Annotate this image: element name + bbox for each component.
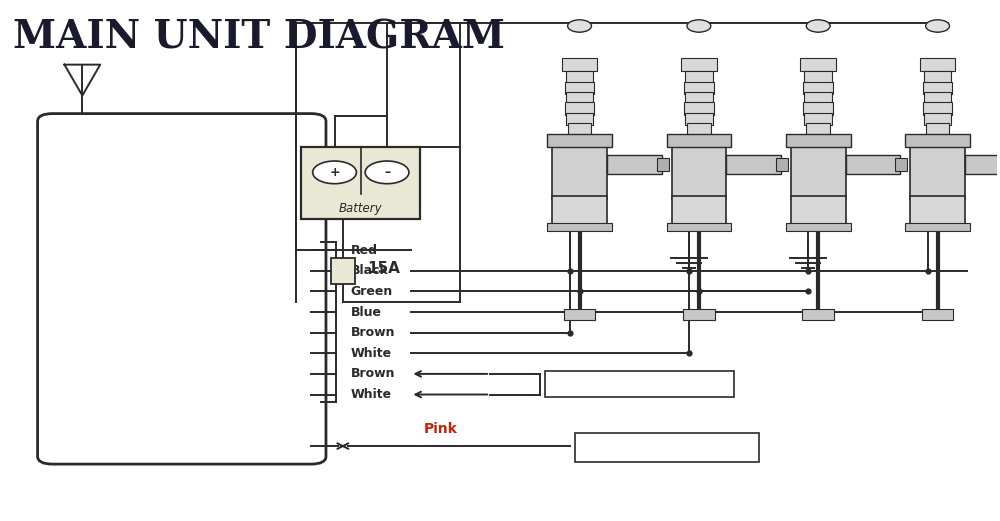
Bar bbox=[552, 196, 607, 230]
Bar bbox=[922, 309, 953, 320]
Text: Black: Black bbox=[351, 264, 389, 277]
Text: –: – bbox=[384, 166, 390, 179]
Bar bbox=[566, 92, 593, 104]
Bar bbox=[683, 309, 715, 320]
Bar bbox=[562, 58, 597, 71]
Bar bbox=[657, 158, 669, 171]
Bar bbox=[965, 155, 1000, 174]
Bar bbox=[545, 371, 734, 397]
Bar bbox=[301, 147, 420, 219]
Bar bbox=[920, 58, 955, 71]
Bar bbox=[685, 92, 713, 104]
Circle shape bbox=[365, 161, 409, 184]
Bar bbox=[791, 196, 846, 230]
Bar bbox=[565, 102, 594, 115]
Circle shape bbox=[687, 20, 711, 32]
Bar bbox=[685, 71, 713, 84]
Text: Battery: Battery bbox=[339, 202, 383, 215]
Bar bbox=[667, 223, 731, 231]
Bar bbox=[776, 158, 788, 171]
Circle shape bbox=[926, 20, 949, 32]
Bar bbox=[672, 196, 726, 230]
Text: Brown: Brown bbox=[351, 367, 395, 380]
Bar bbox=[905, 134, 970, 147]
Bar bbox=[331, 258, 355, 284]
Bar bbox=[667, 134, 731, 147]
Bar bbox=[547, 134, 612, 147]
Bar bbox=[607, 155, 662, 174]
Bar bbox=[804, 113, 832, 125]
Bar bbox=[726, 155, 781, 174]
Text: Blue: Blue bbox=[351, 305, 382, 318]
Circle shape bbox=[806, 20, 830, 32]
Bar bbox=[547, 223, 612, 231]
Text: Green: Green bbox=[351, 285, 393, 298]
Bar bbox=[923, 102, 952, 115]
Circle shape bbox=[568, 20, 591, 32]
Bar bbox=[924, 113, 951, 125]
Text: Red: Red bbox=[351, 244, 378, 257]
Bar bbox=[910, 137, 965, 199]
Bar bbox=[687, 123, 711, 135]
Bar bbox=[566, 71, 593, 84]
FancyBboxPatch shape bbox=[38, 114, 326, 464]
Bar bbox=[924, 92, 951, 104]
Bar bbox=[684, 82, 714, 94]
Bar bbox=[575, 433, 759, 462]
Bar bbox=[804, 92, 832, 104]
Bar bbox=[806, 123, 830, 135]
Bar bbox=[685, 113, 713, 125]
Bar bbox=[804, 71, 832, 84]
Bar bbox=[568, 123, 591, 135]
Bar bbox=[565, 82, 594, 94]
Text: White: White bbox=[351, 388, 392, 401]
Text: White: White bbox=[351, 347, 392, 360]
Circle shape bbox=[313, 161, 356, 184]
Bar bbox=[803, 82, 833, 94]
Bar bbox=[910, 196, 965, 230]
Text: 15A: 15A bbox=[368, 260, 401, 276]
Bar bbox=[786, 223, 851, 231]
Bar bbox=[672, 137, 726, 199]
Bar bbox=[905, 223, 970, 231]
Bar bbox=[803, 102, 833, 115]
Bar bbox=[800, 58, 836, 71]
Bar bbox=[802, 309, 834, 320]
Text: Trunk output (+)10A: Trunk output (+)10A bbox=[606, 439, 727, 452]
Bar bbox=[926, 123, 949, 135]
Text: Connect with main unit: Connect with main unit bbox=[574, 379, 704, 389]
Bar bbox=[681, 58, 717, 71]
Bar bbox=[552, 137, 607, 199]
Bar bbox=[923, 82, 952, 94]
Text: MAIN UNIT DIAGRAM: MAIN UNIT DIAGRAM bbox=[13, 18, 505, 56]
Bar bbox=[791, 137, 846, 199]
Bar bbox=[895, 158, 907, 171]
Text: Pink: Pink bbox=[423, 422, 457, 436]
Bar bbox=[786, 134, 851, 147]
Bar bbox=[566, 113, 593, 125]
Text: Brown: Brown bbox=[351, 326, 395, 339]
Bar bbox=[924, 71, 951, 84]
Bar bbox=[684, 102, 714, 115]
Bar bbox=[564, 309, 595, 320]
Bar bbox=[846, 155, 900, 174]
Text: +: + bbox=[329, 166, 340, 179]
